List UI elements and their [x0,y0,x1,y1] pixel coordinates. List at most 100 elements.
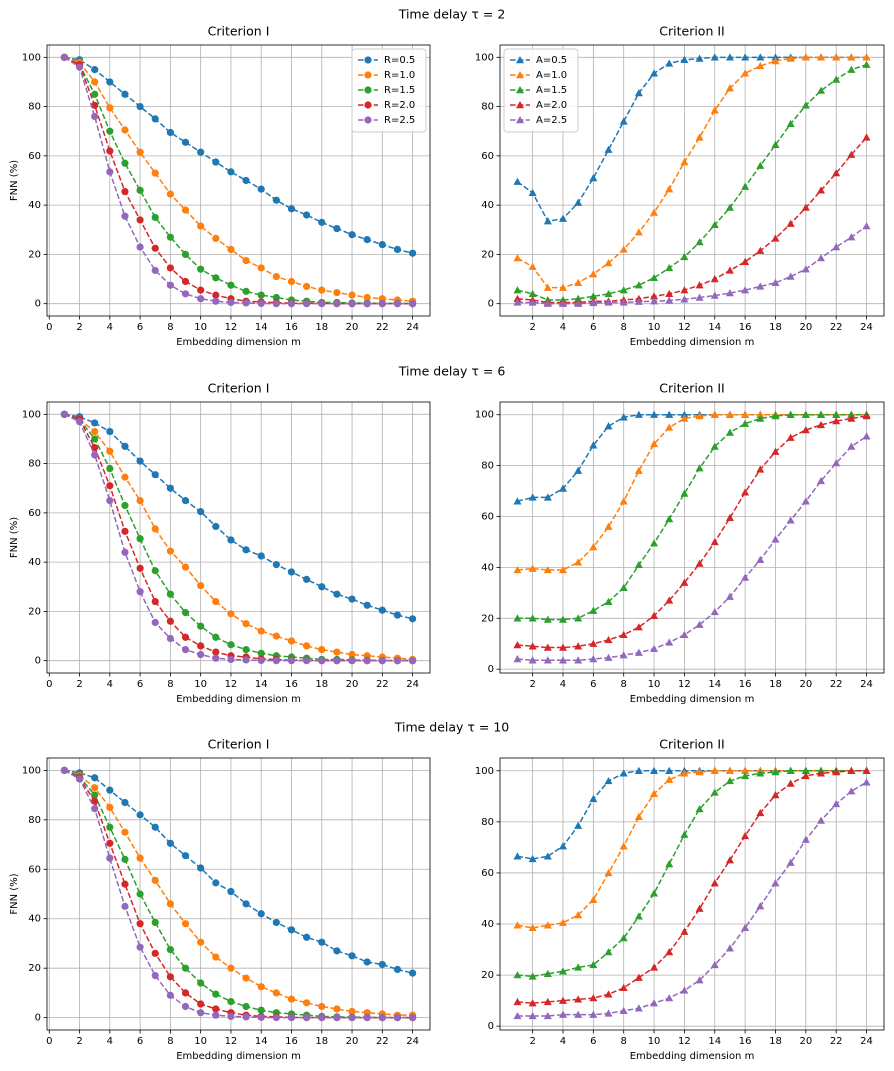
marker [832,417,841,425]
marker [665,296,674,304]
marker [817,186,826,194]
marker [543,565,552,574]
marker [710,275,719,283]
y-tick-label: 20 [481,249,494,260]
series-line [64,769,413,974]
marker [817,420,826,429]
legend-marker [516,56,524,64]
marker [75,63,84,71]
marker [817,254,826,262]
marker [634,228,643,236]
marker [257,983,265,991]
x-tick-label: 10 [648,1036,661,1047]
marker [166,264,174,272]
row-title: Time delay τ = 10 [394,720,510,735]
y-axis-label: FNN (%) [9,160,20,201]
legend-label: R=1.0 [384,70,415,81]
marker [257,552,265,560]
x-tick-label: 12 [678,322,691,333]
marker [604,653,613,661]
marker [166,281,174,289]
marker [725,410,734,418]
marker [91,101,99,109]
y-tick-label: 100 [475,766,494,777]
marker [665,859,674,868]
x-tick-label: 0 [46,1036,52,1047]
marker [619,583,628,591]
marker [91,797,99,805]
marker [242,287,250,295]
marker [242,974,250,982]
marker [227,641,235,649]
marker [212,1011,220,1019]
subplot: Criterion I0 2 4 6 8 10 12 14 16 18 20 22 2402040608… [9,381,431,705]
marker [121,798,129,807]
marker [272,272,280,281]
marker [725,944,734,952]
marker [650,789,659,797]
marker [741,771,750,780]
x-tick-label: 14 [708,679,721,690]
marker [710,788,719,796]
marker [756,161,765,169]
marker [710,291,719,299]
marker [136,890,144,898]
marker [136,564,144,572]
subplot: Criterion II2 4 6 8 10 12 14 16 18 20 22 2402040608… [475,737,885,1062]
marker [680,295,689,303]
marker [725,428,734,436]
marker [589,655,598,663]
marker [695,238,704,246]
subplot-title: Criterion II [659,737,724,752]
marker [513,286,522,294]
marker [574,821,583,829]
marker [181,206,190,214]
marker [650,273,659,282]
marker [528,614,537,622]
marker [181,496,190,505]
marker [151,115,159,123]
marker [619,630,628,639]
marker [528,1011,537,1020]
marker [771,535,780,543]
series-line [64,56,413,305]
x-tick-label: 24 [860,679,873,690]
marker [136,854,144,862]
marker [151,471,159,479]
y-tick-label: 60 [481,151,494,162]
y-tick-label: 80 [28,102,41,113]
marker [348,300,356,308]
marker [604,635,613,644]
marker [257,291,265,299]
marker [725,53,734,61]
marker [513,565,522,574]
marker [513,997,522,1006]
series-line [517,770,867,860]
marker [650,963,659,971]
marker [75,418,84,426]
x-tick-label: 18 [769,322,782,333]
marker [604,1009,613,1017]
marker [741,257,750,265]
marker [574,656,583,664]
marker [227,997,235,1006]
marker [333,288,341,297]
marker [558,615,567,623]
x-tick-label: 8 [167,322,173,333]
marker [756,808,765,817]
legend-marker [516,86,524,94]
marker [272,989,280,997]
marker [136,535,144,543]
marker [528,298,537,306]
marker [543,921,552,929]
marker [634,410,643,418]
marker [513,298,522,306]
marker [75,775,84,783]
marker [695,976,704,984]
marker [121,527,129,535]
marker [136,102,144,111]
marker [151,597,159,606]
marker [817,816,826,824]
y-tick-label: 20 [28,249,41,260]
marker [771,879,780,887]
